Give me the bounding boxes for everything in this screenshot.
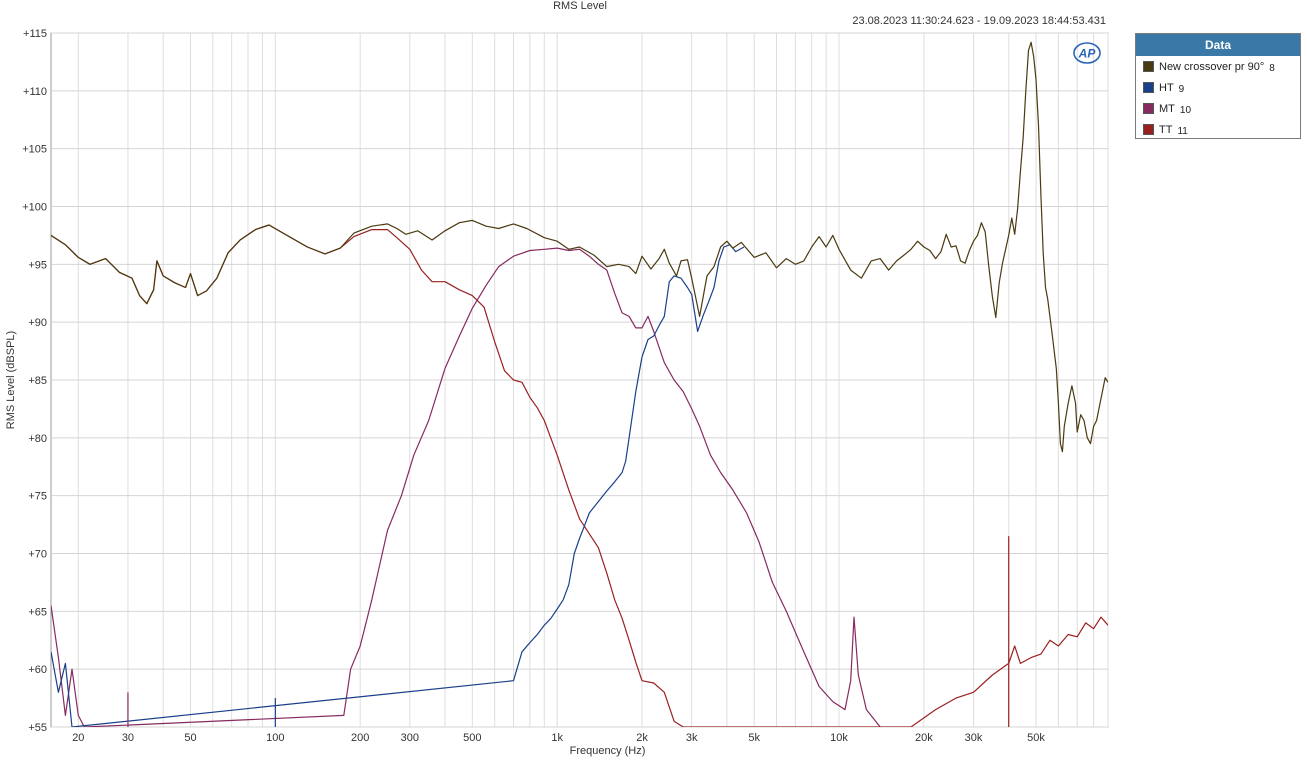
series-line-new: [51, 41, 1108, 453]
legend-label: MT: [1159, 102, 1175, 115]
legend-panel: Data New crossover pr 90° 8 HT 9 MT 10 T…: [1135, 33, 1301, 139]
legend-index: 9: [1178, 84, 1185, 95]
y-tick-label: +75: [28, 491, 47, 503]
legend-label: New crossover pr 90°: [1159, 60, 1265, 73]
x-tick-label: 20k: [915, 732, 933, 744]
y-tick-label: +70: [28, 549, 47, 561]
legend-index: 11: [1177, 126, 1188, 137]
legend-item-mt[interactable]: MT 10: [1136, 98, 1300, 119]
x-tick-label: 20: [72, 732, 84, 744]
x-tick-label: 30: [122, 732, 134, 744]
legend-index: 8: [1269, 63, 1275, 74]
x-axis-label: Frequency (Hz): [570, 745, 646, 757]
legend-label: HT: [1159, 81, 1174, 94]
x-tick-label: 200: [351, 732, 369, 744]
y-tick-label: +115: [23, 28, 47, 40]
chart-title: RMS Level: [553, 0, 607, 12]
y-tick-label: +100: [22, 202, 47, 214]
legend-item-crossover[interactable]: New crossover pr 90° 8: [1136, 56, 1300, 77]
y-axis-label: RMS Level (dBSPL): [5, 331, 17, 429]
y-tick-label: +55: [28, 722, 47, 734]
series-line-mt: [51, 247, 881, 727]
x-tick-label: 1k: [551, 732, 563, 744]
y-tick-label: +95: [28, 259, 47, 271]
y-tick-label: +60: [28, 664, 47, 676]
y-tick-label: +65: [28, 606, 47, 618]
y-tick-label: +105: [22, 144, 47, 156]
legend-item-tt[interactable]: TT 11: [1136, 119, 1300, 140]
x-tick-label: 5k: [748, 732, 760, 744]
legend-index: 10: [1179, 105, 1192, 116]
x-tick-label: 100: [266, 732, 284, 744]
timestamp-range: 23.08.2023 11:30:24.623 - 19.09.2023 18:…: [852, 15, 1106, 27]
x-tick-label: 2k: [636, 732, 648, 744]
y-tick-label: +85: [28, 375, 47, 387]
y-tick-label: +110: [23, 86, 47, 98]
y-tick-label: +80: [28, 433, 47, 445]
x-tick-label: 300: [401, 732, 419, 744]
x-tick-label: 10k: [830, 732, 848, 744]
legend-swatch-ht: [1143, 82, 1154, 93]
ap-logo-icon: AP: [1072, 40, 1102, 66]
x-tick-label: 500: [463, 732, 481, 744]
x-tick-label: 3k: [686, 732, 698, 744]
x-tick-label: 30k: [965, 732, 983, 744]
legend-title: Data: [1136, 34, 1300, 56]
ap-logo-text: AP: [1078, 47, 1097, 61]
legend-swatch-tt: [1143, 124, 1154, 135]
legend-swatch-mt: [1143, 103, 1154, 114]
legend-label: TT: [1159, 123, 1173, 136]
legend-swatch-crossover: [1143, 61, 1154, 72]
legend-item-ht[interactable]: HT 9: [1136, 77, 1300, 98]
series-line-ht: [51, 244, 745, 727]
x-tick-label: 50: [184, 732, 196, 744]
y-tick-label: +90: [28, 317, 47, 329]
x-tick-label: 50k: [1027, 732, 1045, 744]
